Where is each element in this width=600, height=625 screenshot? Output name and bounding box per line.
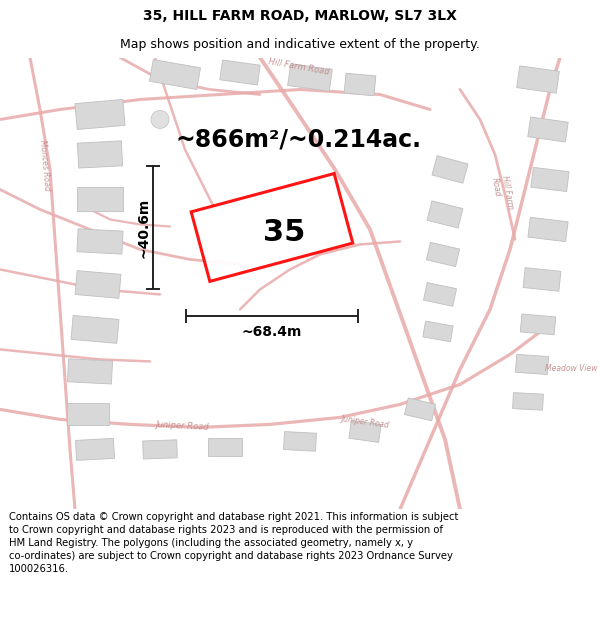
Polygon shape — [191, 174, 353, 281]
Circle shape — [151, 111, 169, 129]
Polygon shape — [71, 316, 119, 343]
Text: 35: 35 — [263, 218, 305, 247]
Text: ~68.4m: ~68.4m — [242, 326, 302, 339]
Polygon shape — [515, 354, 548, 374]
Polygon shape — [67, 359, 113, 384]
Polygon shape — [517, 66, 559, 93]
Polygon shape — [423, 321, 453, 342]
Polygon shape — [287, 64, 332, 91]
Polygon shape — [77, 229, 123, 254]
Polygon shape — [512, 392, 544, 410]
Polygon shape — [344, 73, 376, 96]
Polygon shape — [284, 432, 316, 451]
Polygon shape — [432, 156, 468, 183]
Polygon shape — [208, 438, 242, 456]
Polygon shape — [528, 217, 568, 242]
Text: Hill Farm
Road: Hill Farm Road — [490, 174, 515, 211]
Polygon shape — [75, 271, 121, 298]
Text: ~866m²/~0.214ac.: ~866m²/~0.214ac. — [175, 127, 421, 151]
Polygon shape — [424, 282, 457, 306]
Text: Munces Road: Munces Road — [38, 140, 52, 191]
Text: Map shows position and indicative extent of the property.: Map shows position and indicative extent… — [120, 38, 480, 51]
Polygon shape — [220, 60, 260, 85]
Text: ~40.6m: ~40.6m — [136, 198, 150, 258]
Polygon shape — [143, 440, 178, 459]
Polygon shape — [349, 421, 381, 442]
Polygon shape — [528, 117, 568, 142]
Polygon shape — [520, 314, 556, 335]
Text: Juniper Road: Juniper Road — [340, 414, 389, 429]
Polygon shape — [427, 201, 463, 228]
Polygon shape — [67, 403, 109, 426]
Text: Contains OS data © Crown copyright and database right 2021. This information is : Contains OS data © Crown copyright and d… — [9, 512, 458, 574]
Text: Hill Farm Road: Hill Farm Road — [268, 57, 331, 76]
Polygon shape — [523, 268, 561, 291]
Text: Meadow View: Meadow View — [545, 364, 598, 373]
Text: 35, HILL FARM ROAD, MARLOW, SL7 3LX: 35, HILL FARM ROAD, MARLOW, SL7 3LX — [143, 9, 457, 23]
Polygon shape — [76, 438, 115, 461]
Polygon shape — [77, 141, 122, 168]
Polygon shape — [149, 59, 200, 89]
Polygon shape — [531, 168, 569, 192]
Polygon shape — [77, 188, 123, 211]
Polygon shape — [75, 99, 125, 129]
Polygon shape — [427, 242, 460, 267]
Text: Juniper Road: Juniper Road — [155, 419, 209, 431]
Polygon shape — [404, 398, 436, 421]
